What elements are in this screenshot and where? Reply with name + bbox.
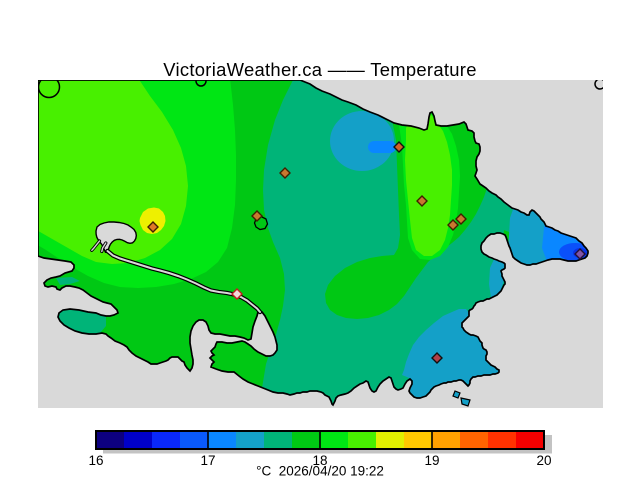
- svg-text:18: 18: [312, 453, 327, 468]
- svg-text:°C 2026/04/20 19:22: °C 2026/04/20 19:22: [256, 464, 384, 479]
- svg-text:19: 19: [424, 453, 439, 468]
- svg-text:17: 17: [200, 453, 215, 468]
- svg-text:20: 20: [536, 453, 551, 468]
- svg-text:16: 16: [88, 453, 103, 468]
- svg-text:VictoriaWeather.ca —— Temperat: VictoriaWeather.ca —— Temperature: [163, 59, 477, 80]
